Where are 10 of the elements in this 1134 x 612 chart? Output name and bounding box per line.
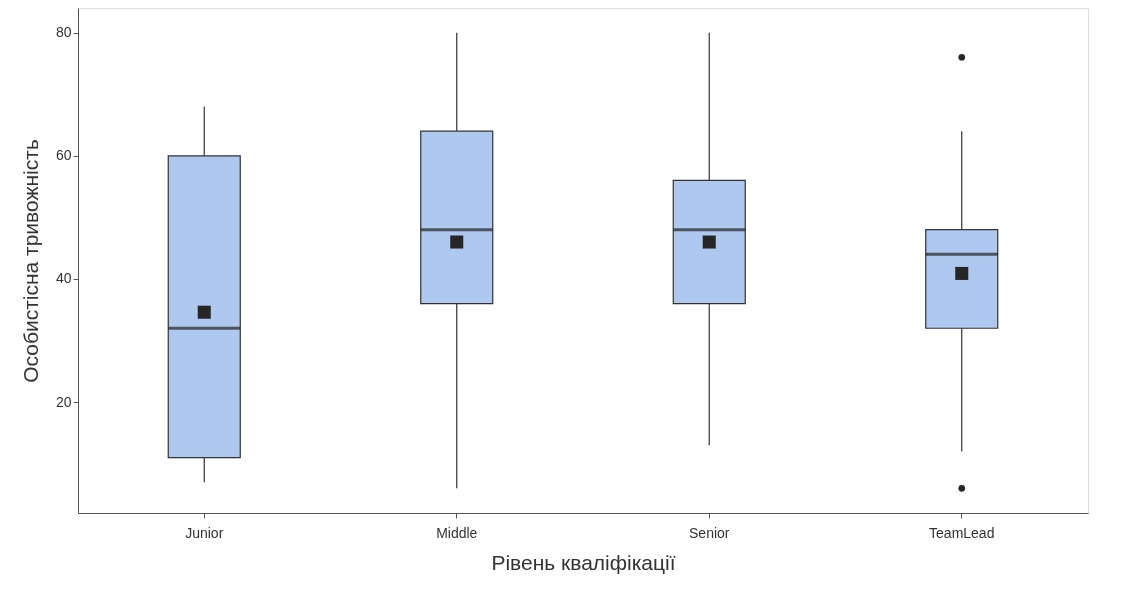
x-axis-title: Рівень кваліфікації: [491, 550, 676, 574]
y-tick-label: 60: [55, 147, 72, 164]
x-tick-label: Junior: [185, 524, 224, 541]
x-tick-label: Middle: [436, 524, 478, 541]
x-tick-label: Senior: [689, 524, 730, 541]
y-axis-title: Особистісна тривожність: [18, 139, 42, 383]
x-tick-label: TeamLead: [929, 524, 995, 541]
y-tick-label: 40: [55, 270, 72, 287]
y-tick-label: 20: [55, 393, 72, 410]
y-tick-label: 80: [55, 24, 72, 41]
